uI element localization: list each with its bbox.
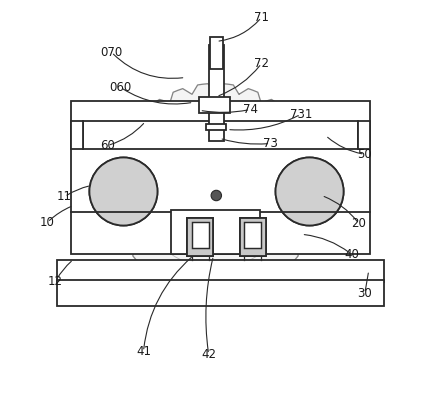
Text: 11: 11 bbox=[57, 190, 72, 203]
Text: 71: 71 bbox=[254, 11, 269, 24]
Bar bbox=[71, 102, 369, 253]
Bar bbox=[210, 37, 223, 69]
Circle shape bbox=[89, 158, 157, 226]
FancyArrowPatch shape bbox=[57, 261, 71, 279]
Bar bbox=[240, 218, 265, 256]
FancyArrowPatch shape bbox=[328, 137, 362, 154]
Text: 50: 50 bbox=[358, 148, 372, 161]
FancyArrowPatch shape bbox=[219, 19, 260, 41]
Text: 40: 40 bbox=[344, 248, 359, 261]
FancyArrowPatch shape bbox=[50, 207, 71, 220]
Text: 20: 20 bbox=[351, 217, 366, 230]
Bar bbox=[187, 218, 214, 256]
Text: 60: 60 bbox=[100, 139, 115, 152]
Text: 070: 070 bbox=[100, 46, 123, 59]
Bar bbox=[240, 218, 265, 256]
Bar bbox=[187, 218, 214, 256]
Text: 73: 73 bbox=[263, 137, 278, 150]
FancyArrowPatch shape bbox=[123, 89, 191, 104]
FancyArrowPatch shape bbox=[67, 186, 89, 195]
Text: 12: 12 bbox=[48, 275, 63, 288]
Bar bbox=[358, 121, 369, 150]
Bar bbox=[187, 218, 214, 256]
FancyArrowPatch shape bbox=[304, 235, 350, 253]
Text: 72: 72 bbox=[254, 57, 269, 70]
FancyArrowPatch shape bbox=[110, 124, 144, 145]
FancyArrowPatch shape bbox=[113, 54, 183, 78]
Text: 41: 41 bbox=[136, 345, 151, 358]
Text: 42: 42 bbox=[201, 348, 216, 361]
Bar bbox=[240, 218, 265, 256]
Circle shape bbox=[89, 158, 157, 226]
Bar bbox=[192, 222, 209, 248]
FancyArrowPatch shape bbox=[219, 66, 260, 96]
Bar bbox=[83, 121, 358, 150]
Bar bbox=[58, 280, 384, 305]
Text: 10: 10 bbox=[40, 216, 55, 229]
Bar bbox=[199, 97, 229, 114]
Circle shape bbox=[276, 158, 344, 226]
Bar bbox=[244, 222, 261, 248]
FancyArrowPatch shape bbox=[324, 197, 357, 221]
Bar bbox=[206, 124, 226, 130]
Polygon shape bbox=[109, 84, 322, 295]
FancyArrowPatch shape bbox=[206, 258, 213, 352]
FancyArrowPatch shape bbox=[230, 116, 298, 130]
Text: 74: 74 bbox=[243, 103, 258, 116]
Text: 731: 731 bbox=[290, 108, 312, 121]
FancyArrowPatch shape bbox=[144, 258, 191, 349]
Circle shape bbox=[276, 158, 344, 226]
Bar bbox=[58, 260, 384, 282]
Bar bbox=[209, 46, 224, 141]
Text: 060: 060 bbox=[109, 81, 132, 94]
Bar bbox=[71, 121, 83, 150]
Text: 30: 30 bbox=[358, 287, 372, 300]
FancyArrowPatch shape bbox=[365, 273, 368, 291]
Bar bbox=[171, 210, 260, 253]
FancyArrowPatch shape bbox=[202, 110, 248, 112]
FancyArrowPatch shape bbox=[222, 139, 268, 144]
Circle shape bbox=[211, 190, 222, 201]
